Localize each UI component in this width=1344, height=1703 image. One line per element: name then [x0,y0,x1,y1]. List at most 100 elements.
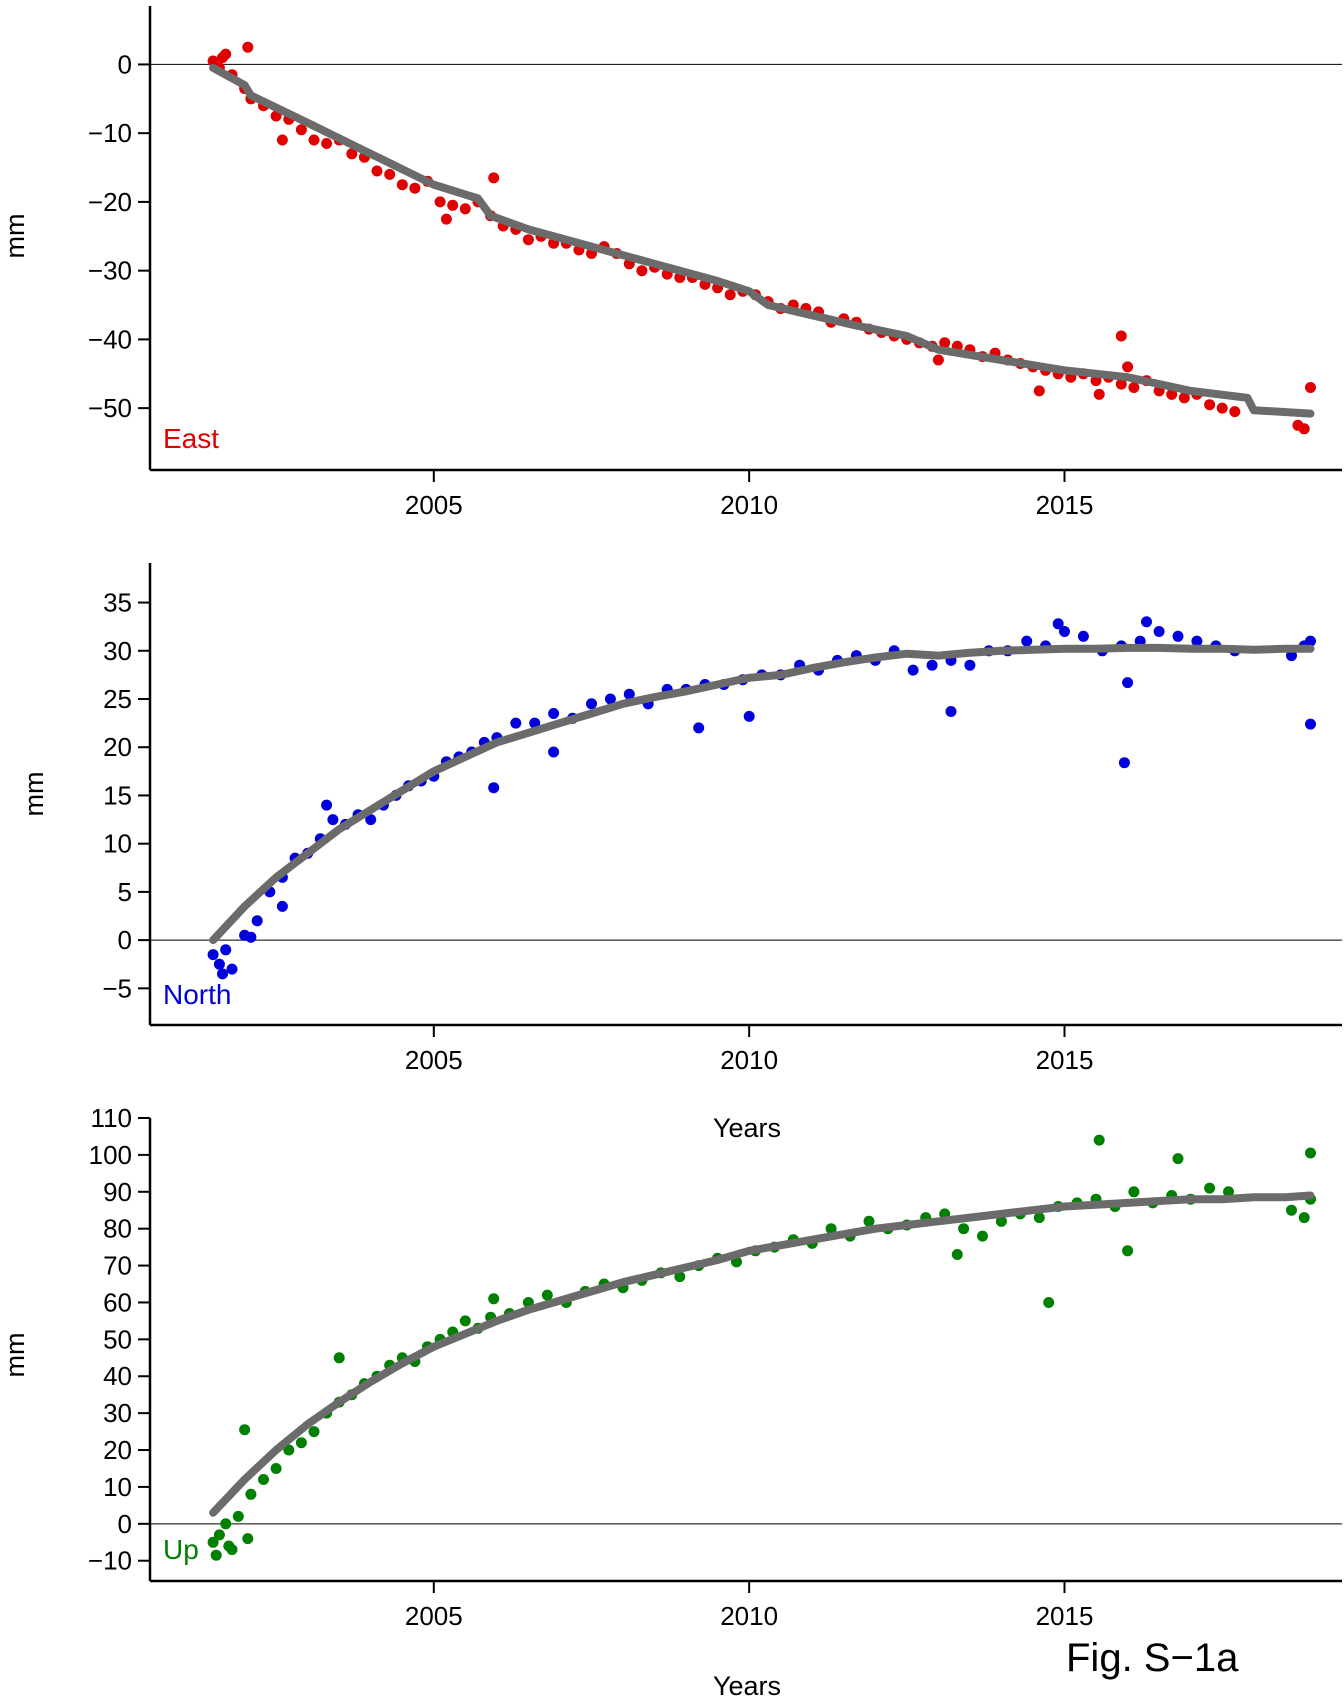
x-tick-label: 2010 [720,1601,778,1631]
data-point [409,182,421,194]
data-point [1118,757,1130,769]
data-point [245,931,257,943]
data-point [396,179,408,191]
y-tick-label: 15 [103,780,132,810]
data-point [207,1536,219,1548]
y-tick-label: 70 [103,1251,132,1281]
y-tick-label: 20 [103,732,132,762]
y-axis-title: mm [19,772,49,817]
x-tick-label: 2005 [405,490,463,520]
y-tick-label: 25 [103,684,132,714]
data-point [1122,677,1134,689]
data-point [1172,1153,1184,1165]
y-tick-label: 10 [103,1472,132,1502]
data-point [365,814,377,826]
y-tick-label: −30 [88,256,132,286]
data-point [321,138,333,149]
data-point [1059,626,1070,637]
data-point [1216,402,1228,414]
data-point [945,706,957,717]
x-tick-label: 2005 [405,1601,463,1631]
x-tick-label: 2015 [1036,490,1094,520]
data-point [951,1249,963,1260]
data-point [346,148,358,160]
y-tick-label: −10 [88,118,132,148]
data-point [1128,1186,1140,1198]
data-point [283,1444,295,1456]
data-point [1204,1182,1216,1194]
data-point [217,968,228,980]
data-point [522,234,534,246]
data-point [276,134,288,146]
data-point [1229,406,1241,418]
y-tick-label: 0 [118,925,132,955]
x-tick-label: 2010 [720,490,778,520]
y-tick-label: 80 [103,1214,132,1244]
data-point [907,664,919,676]
data-point [210,1549,222,1561]
panel-east: 0 −10 −20 −30 −40 −50 2005 2010 2015 mm East [0,6,1342,520]
data-point [1298,423,1310,435]
x-tick-label: 2015 [1036,1601,1094,1631]
data-point [1178,392,1190,404]
component-label: East [163,423,219,454]
data-point [1305,718,1316,730]
data-point [1298,1212,1310,1224]
data-point [217,52,228,64]
y-axis-title: mm [0,1333,30,1378]
y-tick-label: −10 [88,1546,132,1576]
data-point [270,1463,282,1474]
data-point [223,1540,235,1552]
data-point [488,172,500,184]
data-point [258,1474,269,1485]
data-point [604,693,616,705]
data-point [510,717,522,729]
data-point [636,265,648,277]
data-point [207,949,219,961]
y-tick-label: 90 [103,1177,132,1207]
data-point [459,203,471,215]
data-point [488,1293,500,1305]
data-point [242,41,254,53]
data-point [674,1271,686,1283]
figure-caption: Fig. S−1a [1066,1636,1239,1680]
data-point [1122,1245,1134,1257]
x-axis-title: Years [713,1113,781,1143]
data-point [295,124,307,136]
data-point [327,814,339,826]
x-axis-title-bottom: Years [713,1671,781,1701]
data-point [1052,618,1064,630]
component-label: North [163,979,231,1010]
data-point [1033,385,1045,397]
y-tick-label: 0 [118,49,132,79]
y-tick-label: 10 [103,829,132,859]
component-label: Up [163,1534,199,1565]
data-point [1021,635,1033,647]
data-point [1043,1297,1055,1308]
y-tick-label: 35 [103,588,132,618]
data-point [440,213,452,225]
data-point [586,698,597,710]
data-point [251,915,263,927]
data-point [1033,1212,1045,1224]
model-curve [209,643,1315,945]
data-point [321,799,333,811]
data-point [1141,616,1152,628]
y-tick-label: 40 [103,1361,132,1391]
data-point [863,1215,875,1227]
data-point [995,1215,1007,1227]
y-tick-label: −20 [88,187,132,217]
data-point [548,708,560,719]
bottom-x-axis-title: Years [713,1671,781,1701]
data-point [295,1437,307,1449]
data-point [939,337,951,349]
data-point [333,1352,345,1364]
data-point [1153,626,1165,637]
data-point [693,722,705,734]
y-tick-label: 30 [103,636,132,666]
x-tick-label: 2015 [1036,1045,1094,1075]
data-point [1286,1204,1297,1216]
data-point [1286,650,1297,662]
